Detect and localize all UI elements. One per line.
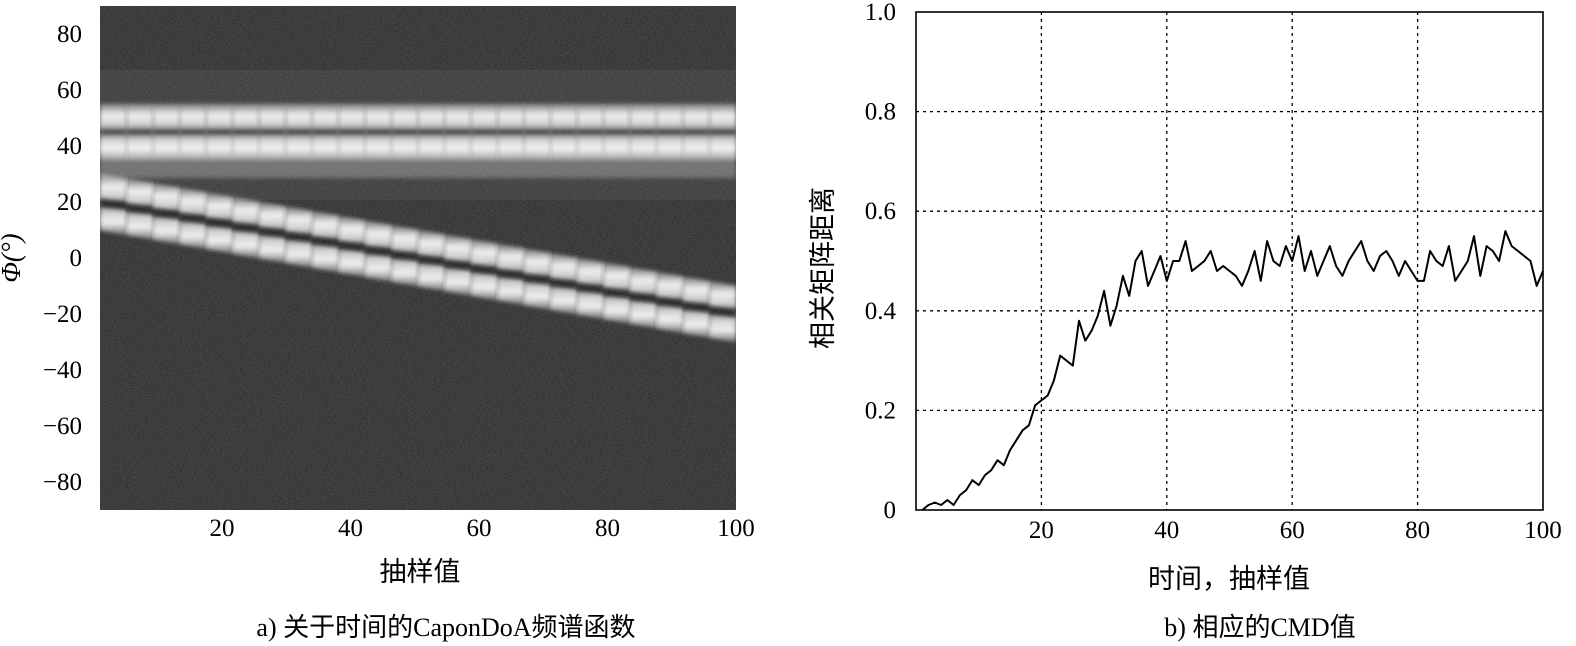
- cmd-y-axis-title: 相关矩阵距离: [808, 187, 838, 349]
- cmd-series-line: [921, 230, 1544, 511]
- heatmap-caption: a) 关于时间的CaponDoA频谱函数: [256, 613, 635, 642]
- cmd-x-tick-label: 20: [1029, 517, 1054, 544]
- heatmap-y-tick-label: 40: [57, 133, 82, 160]
- heatmap-x-tick-label: 80: [595, 515, 620, 542]
- heatmap-y-tick-label: 60: [57, 77, 82, 104]
- cmd-y-tick-label: 0.6: [865, 198, 896, 225]
- heatmap-y-tick-label: −20: [43, 301, 82, 328]
- cmd-y-tick-label: 1.0: [865, 0, 896, 26]
- heatmap-y-tick-label: 0: [70, 245, 83, 272]
- cmd-x-tick-label: 40: [1154, 517, 1179, 544]
- cmd-y-tick-label: 0.4: [865, 298, 897, 325]
- heatmap-x-tick-label: 20: [210, 515, 235, 542]
- heatmap-noise: [100, 6, 736, 510]
- cmd-x-tick-label: 100: [1524, 517, 1562, 544]
- cmd-panel: 0 0.2 0.4 0.6 0.8 1.0 20 40 60 80 100 相关矩阵距离 时间，抽…: [808, 0, 1562, 642]
- heatmap-x-tick-label: 60: [467, 515, 492, 542]
- heatmap-x-tick-label: 100: [717, 515, 755, 542]
- cmd-y-ticks: 0 0.2 0.4 0.6 0.8 1.0: [865, 0, 897, 524]
- heatmap-y-tick-label: −40: [43, 357, 82, 384]
- heatmap-y-axis-title: Φ(°): [0, 233, 26, 282]
- heatmap-x-axis-title: 抽样值: [380, 557, 461, 587]
- cmd-x-tick-label: 60: [1280, 517, 1305, 544]
- cmd-y-tick-label: 0: [884, 497, 897, 524]
- cmd-x-tick-label: 80: [1405, 517, 1430, 544]
- heatmap-y-tick-label: 80: [57, 21, 82, 48]
- cmd-caption: b) 相应的CMD值: [1164, 613, 1355, 642]
- cmd-y-tick-label: 0.8: [865, 99, 896, 126]
- heatmap-y-tick-label: 20: [57, 189, 82, 216]
- heatmap-y-tick-label: −60: [43, 413, 82, 440]
- cmd-grid: [916, 12, 1543, 510]
- cmd-plot-frame: [915, 11, 1544, 511]
- cmd-x-ticks: 20 40 60 80 100: [1029, 517, 1562, 544]
- heatmap-plot-area: [100, 6, 736, 510]
- heatmap-x-ticks: 20 40 60 80 100: [210, 515, 755, 542]
- cmd-y-tick-label: 0.2: [865, 397, 896, 424]
- heatmap-y-ticks: 80 60 40 20 0 −20 −40 −60 −80: [43, 21, 82, 496]
- heatmap-x-tick-label: 40: [338, 515, 363, 542]
- heatmap-y-tick-label: −80: [43, 469, 82, 496]
- heatmap-panel: 80 60 40 20 0 −20 −40 −60 −80 20 40 60 80 100 Φ(°) 抽…: [0, 6, 755, 642]
- cmd-x-axis-title: 时间，抽样值: [1148, 564, 1310, 594]
